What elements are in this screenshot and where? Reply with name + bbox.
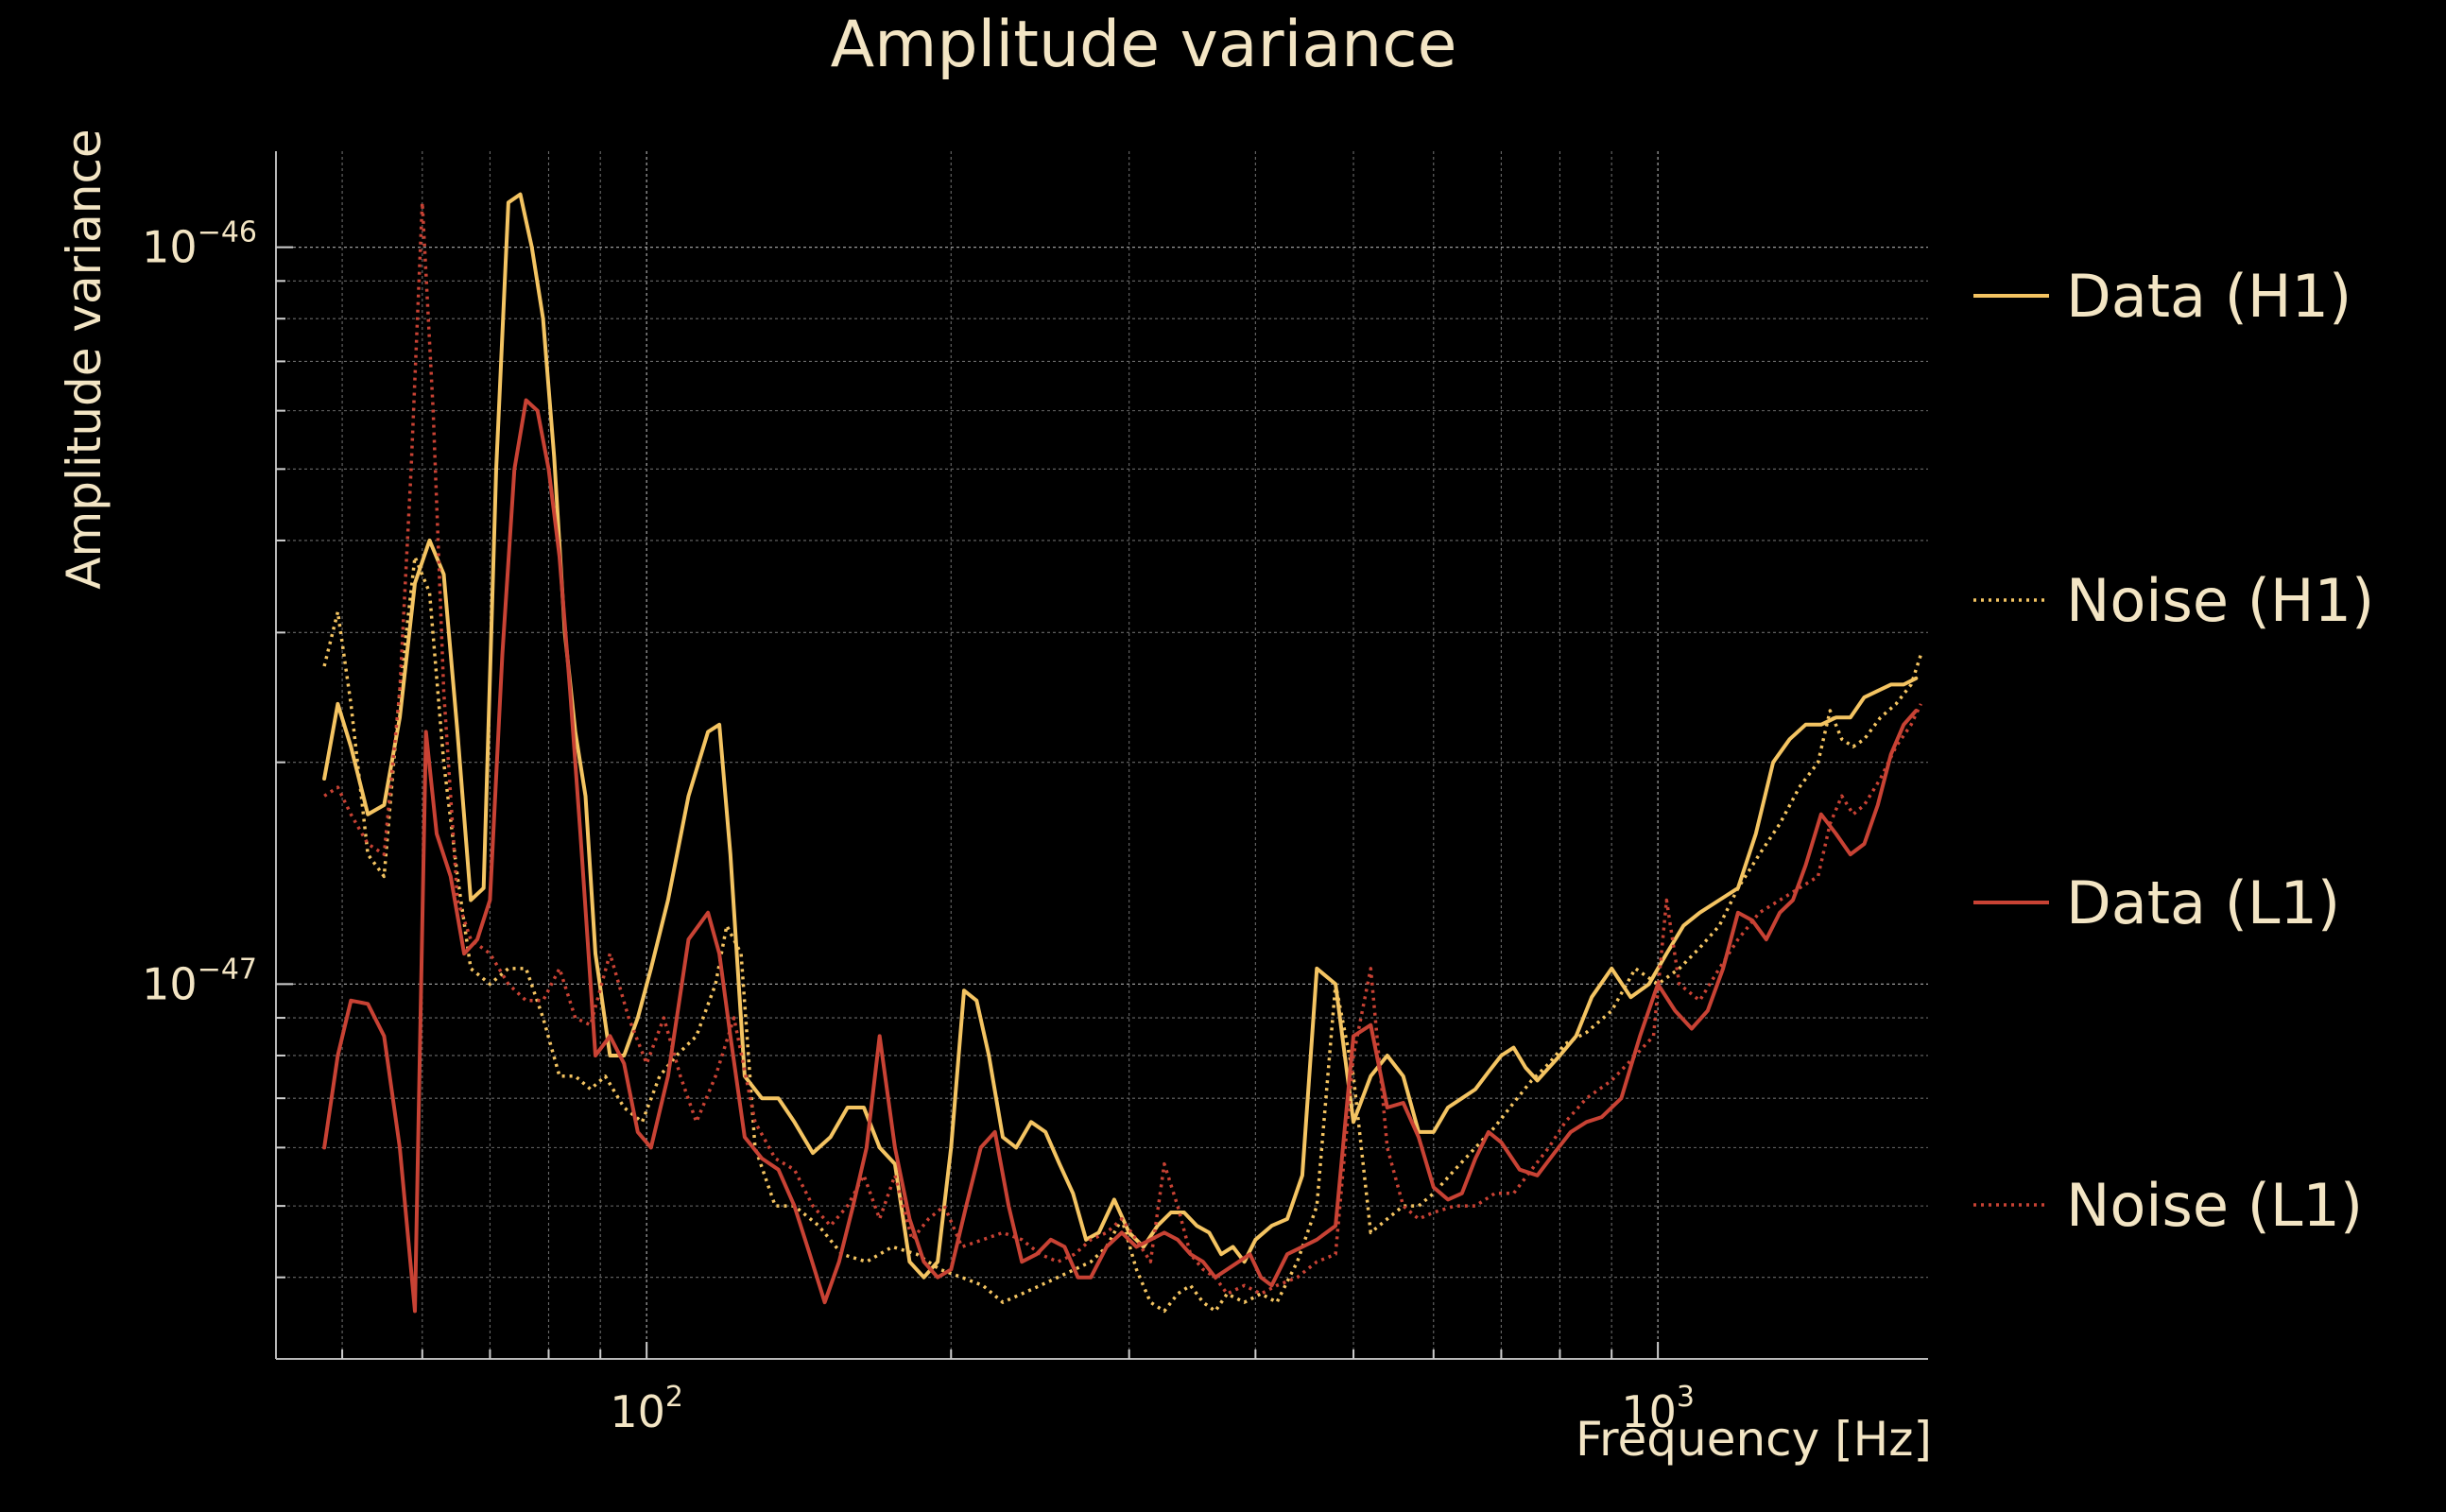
tick-exponent: 2	[665, 1381, 683, 1414]
series-line-2	[322, 555, 1923, 1314]
x-tick-label: 102	[610, 1381, 683, 1437]
series-line-3	[322, 398, 1919, 1314]
tick-exponent: −46	[198, 216, 257, 249]
tick-base: 10	[610, 1386, 665, 1437]
tick-exponent: 3	[1677, 1381, 1695, 1414]
tick-exponent: −47	[198, 953, 257, 986]
legend: Data (H1) Noise (H1) Data (L1) Noise (L1)	[1973, 262, 2374, 1240]
x-tick-label: 103	[1621, 1381, 1695, 1437]
chart-title: Amplitude variance	[831, 8, 1457, 82]
y-axis-label: Amplitude variance	[57, 129, 112, 589]
y-tick-label: 10−46	[142, 216, 257, 273]
series-lines	[322, 192, 1923, 1314]
series-line-1	[322, 192, 1919, 1280]
x-axis-label: Frequency [Hz]	[1576, 1412, 1932, 1467]
legend-label: Data (L1)	[2066, 868, 2340, 937]
legend-label: Noise (H1)	[2066, 566, 2374, 635]
tick-base: 10	[142, 222, 198, 273]
legend-label: Noise (L1)	[2066, 1171, 2363, 1240]
axes	[275, 151, 1928, 1360]
series-line-4	[323, 200, 1922, 1296]
tick-base: 10	[1621, 1386, 1677, 1437]
tick-base: 10	[142, 958, 198, 1009]
y-tick-label: 10−47	[142, 953, 257, 1009]
legend-label: Data (H1)	[2066, 262, 2351, 331]
grid-lines	[276, 151, 1928, 1359]
